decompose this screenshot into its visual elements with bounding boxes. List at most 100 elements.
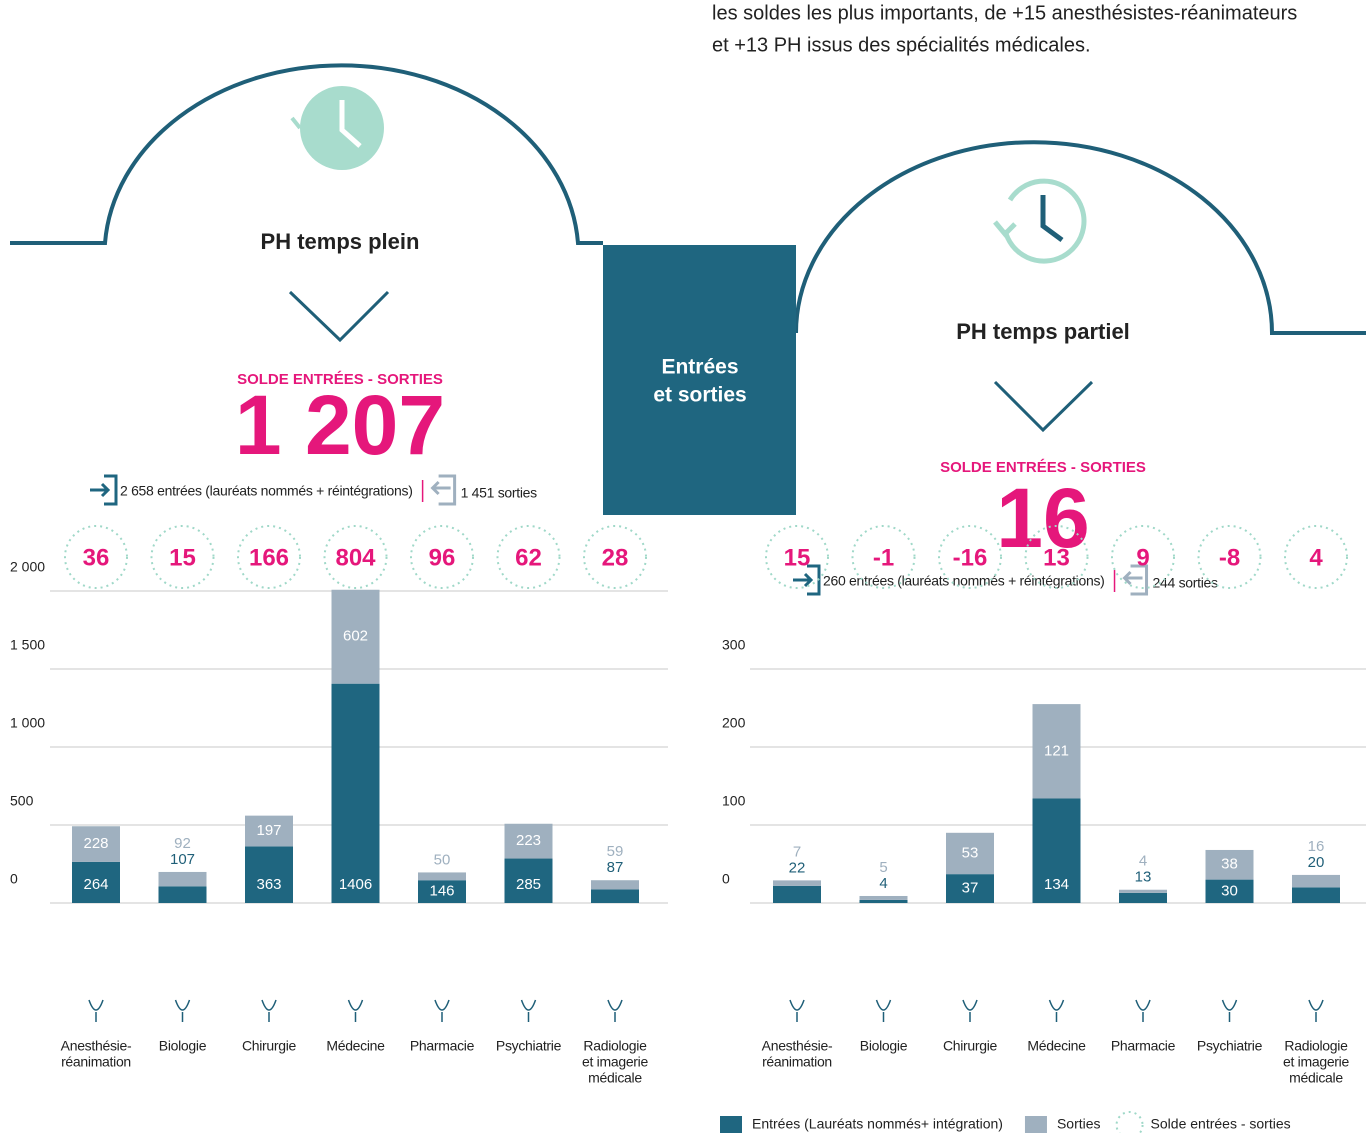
x-tick-label: Anesthésie- — [762, 1038, 833, 1054]
bar-entries — [1205, 879, 1254, 903]
category-icon — [520, 999, 537, 1022]
x-tick-label: Médecine — [326, 1038, 385, 1054]
x-tick-label: Psychiatrie — [496, 1038, 562, 1054]
bar-entries — [859, 899, 908, 903]
entries-note: 260 entrées (lauréats nommés + réintégra… — [823, 573, 1105, 589]
balance-label: 166 — [249, 544, 289, 571]
balance-label: 36 — [83, 544, 110, 571]
x-tick-label: et imagerie — [1283, 1054, 1349, 1070]
y-tick-label: 0 — [722, 871, 730, 887]
category-icon — [875, 999, 892, 1022]
balance-label: 9 — [1136, 544, 1149, 571]
x-tick-label: Chirurgie — [943, 1038, 998, 1054]
balance-label: -8 — [1219, 544, 1240, 571]
legend-swatch — [1115, 1111, 1144, 1133]
balance-circle — [1197, 525, 1262, 589]
value-label: 37 — [962, 880, 979, 897]
bar-exits — [1119, 889, 1167, 893]
y-tick-label: 100 — [722, 793, 746, 809]
category-icon — [789, 999, 805, 1022]
x-tick-label: Radiologie — [1284, 1038, 1348, 1054]
value-label: 134 — [1044, 876, 1069, 893]
intro-line: les soldes les plus importants, de +15 a… — [712, 2, 1297, 24]
bar-entries — [72, 861, 120, 903]
chevron — [993, 380, 1094, 433]
balance-label: 13 — [1043, 544, 1070, 571]
category-icon — [88, 999, 104, 1022]
category-icon — [1135, 999, 1151, 1022]
clock-icon — [993, 178, 1087, 264]
bar-entries — [1292, 887, 1340, 903]
value-label: 228 — [83, 835, 108, 852]
bar-entries — [418, 880, 466, 903]
balance-circle — [323, 525, 388, 589]
bar-exits — [946, 832, 994, 875]
category-icon — [607, 999, 623, 1022]
category-icon — [962, 999, 978, 1022]
value-label: 13 — [1135, 869, 1152, 886]
balance-circle — [64, 525, 128, 589]
value-label: 7 — [793, 843, 801, 860]
bar-entries — [245, 846, 293, 903]
value-label: 4 — [879, 875, 887, 892]
panel-title: PH temps partiel — [956, 319, 1130, 344]
exits-note: 244 sorties — [1153, 575, 1218, 591]
balance-caption: SOLDE ENTRÉES - SORTIES — [237, 371, 443, 388]
value-label: 53 — [962, 844, 979, 861]
x-tick-label: Anesthésie- — [61, 1038, 132, 1054]
center-box — [603, 245, 796, 515]
bar-entries — [331, 683, 380, 903]
value-label: 223 — [516, 832, 541, 849]
x-tick-label: Biologie — [860, 1038, 908, 1054]
x-tick-label: Biologie — [159, 1038, 207, 1054]
balance-value: 1 207 — [235, 378, 445, 472]
value-label: 59 — [607, 843, 624, 860]
value-label: 285 — [516, 876, 541, 893]
balance-label: -1 — [873, 544, 894, 571]
panel-title: PH temps plein — [261, 229, 420, 254]
x-tick-label: Pharmacie — [1111, 1038, 1176, 1054]
category-icon — [347, 999, 364, 1022]
y-tick-label: 300 — [722, 637, 746, 653]
value-label: 20 — [1308, 854, 1325, 871]
legend-label: Entrées (Lauréats nommés+ intégration) — [752, 1116, 1003, 1132]
y-tick-label: 200 — [722, 715, 746, 731]
x-tick-label: et imagerie — [582, 1054, 648, 1070]
y-tick-label: 500 — [10, 793, 34, 809]
category-icon — [1221, 999, 1238, 1022]
bar-exits — [158, 871, 207, 887]
x-tick-label: Pharmacie — [410, 1038, 475, 1054]
intro-line: et +13 PH issus des spécialités médicale… — [712, 34, 1091, 56]
balance-caption: SOLDE ENTRÉES - SORTIES — [940, 459, 1146, 476]
bar-entries — [504, 858, 553, 903]
value-label: 121 — [1044, 742, 1069, 759]
balance-circle — [938, 525, 1002, 589]
value-label: 4 — [1139, 853, 1147, 870]
bar-entries — [158, 886, 207, 903]
value-label: 38 — [1221, 856, 1238, 873]
balance-circle — [150, 525, 215, 589]
y-tick-label: 0 — [10, 871, 18, 887]
value-label: 22 — [789, 859, 806, 876]
center-label: et sorties — [653, 384, 746, 407]
bar-exits — [504, 823, 553, 859]
center-label: Entrées — [661, 356, 738, 379]
value-label: 602 — [343, 628, 368, 645]
balance-circle — [496, 525, 561, 589]
balance-label: 15 — [169, 544, 196, 571]
category-icon — [261, 999, 277, 1022]
category-icon — [174, 999, 191, 1022]
balance-circle — [765, 525, 829, 589]
legend-label: Sorties — [1057, 1116, 1101, 1132]
value-label: 50 — [434, 851, 451, 868]
balance-label: 96 — [429, 544, 456, 571]
balance-label: 15 — [784, 544, 811, 571]
category-icon — [434, 999, 450, 1022]
x-tick-label: médicale — [588, 1070, 642, 1086]
balance-circle — [1284, 525, 1348, 589]
y-tick-label: 1 000 — [10, 715, 45, 731]
enter-icon — [90, 474, 118, 506]
chevron — [288, 290, 390, 343]
